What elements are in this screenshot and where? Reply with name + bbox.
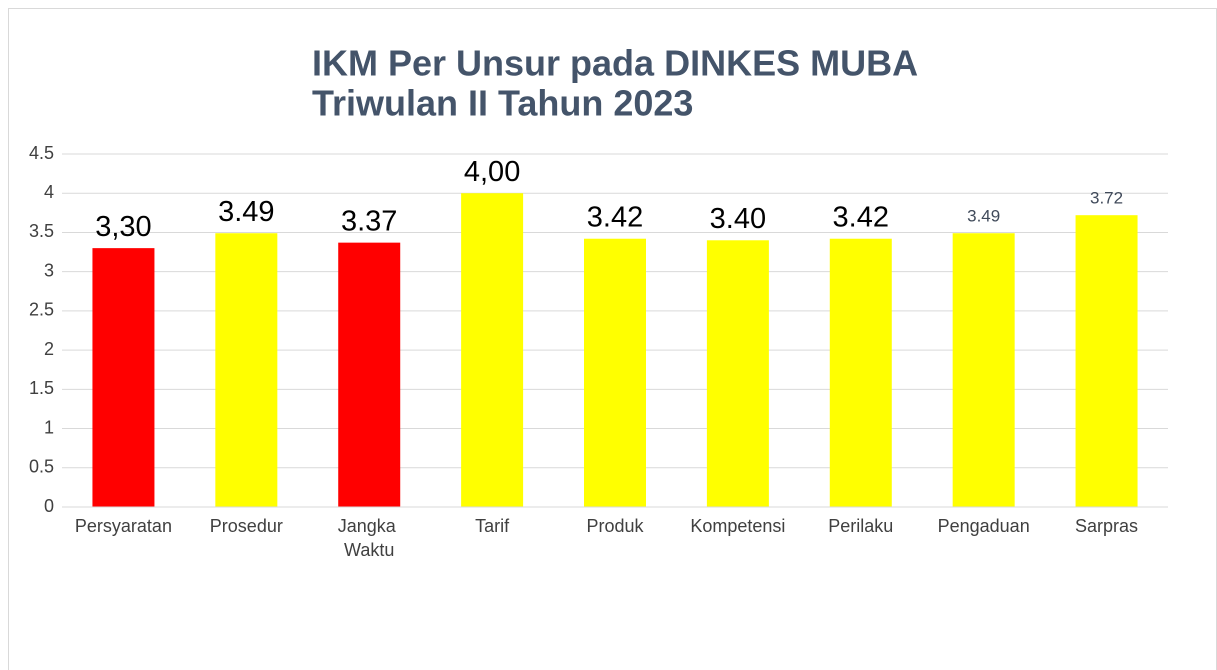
data-label: 3.37 — [341, 205, 397, 237]
bar — [338, 242, 401, 508]
data-label: 3.42 — [833, 201, 889, 233]
x-tick-label: Prosedur — [210, 516, 283, 536]
x-tick-label: Kompetensi — [690, 516, 785, 536]
data-label: 3,30 — [95, 211, 151, 243]
x-tick-label: Perilaku — [828, 516, 893, 536]
y-tick-label: 4.5 — [29, 143, 54, 163]
y-tick-label: 2 — [44, 339, 54, 359]
data-label: 3.49 — [967, 207, 1000, 226]
bar — [706, 240, 769, 508]
y-tick-label: 2.5 — [29, 300, 54, 320]
x-tick-label: Persyaratan — [75, 516, 172, 536]
x-tick-label: Sarpras — [1075, 516, 1138, 536]
bar — [215, 233, 278, 507]
data-label: 3.42 — [587, 201, 643, 233]
data-label: 3.40 — [710, 203, 766, 235]
chart-title: Triwulan II Tahun 2023 — [312, 83, 693, 124]
x-tick-label: Tarif — [475, 516, 510, 536]
y-tick-label: 1.5 — [29, 378, 54, 398]
y-tick-label: 3.5 — [29, 221, 54, 241]
y-tick-label: 0 — [44, 496, 54, 516]
y-tick-label: 0.5 — [29, 457, 54, 477]
bar — [584, 238, 646, 507]
y-tick-label: 1 — [44, 417, 54, 437]
x-tick-label: Jangka Waktu — [338, 516, 401, 560]
bar — [1075, 215, 1138, 508]
y-tick-label: 3 — [44, 260, 54, 280]
data-label: 4,00 — [464, 156, 520, 188]
x-tick-label: Produk — [586, 516, 644, 536]
data-label: 3.49 — [218, 196, 274, 228]
x-tick-label: Pengaduan — [938, 516, 1030, 536]
bar — [92, 248, 155, 507]
y-tick-label: 4 — [44, 182, 54, 202]
bar — [461, 193, 524, 507]
bar — [829, 238, 892, 507]
bar — [952, 233, 1015, 507]
chart-title: IKM Per Unsur pada DINKES MUBA — [312, 43, 918, 84]
data-label: 3.72 — [1090, 189, 1123, 208]
